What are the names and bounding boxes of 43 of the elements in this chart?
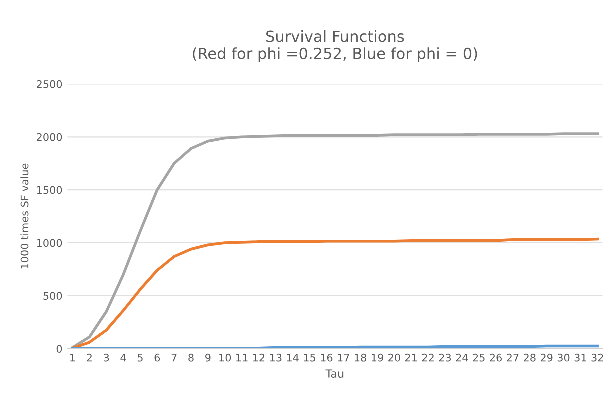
x-tick-label: 30 [558,354,570,362]
x-tick-label: 27 [507,354,519,362]
x-tick-label: 5 [138,354,143,362]
x-axis-title: Tau [326,370,344,378]
y-tick-label: 1500 [37,186,62,194]
x-tick-label: 19 [372,354,384,362]
x-tick-label: 14 [287,354,299,362]
x-tick-label: 7 [172,354,177,362]
x-tick-label: 24 [456,354,468,362]
chart-title: Survival Functions (Red for phi =0.252, Blue for phi = 0) [193,30,478,62]
x-tick-label: 4 [120,354,126,362]
line-series [71,238,600,349]
x-tick-label: 20 [388,354,400,362]
x-tick-label: 6 [154,354,160,362]
x-tick-label: 31 [574,354,586,362]
x-tick-label: 32 [592,354,604,362]
x-tick-label: 29 [540,354,553,362]
x-tick-label: 28 [524,354,536,362]
x-tick-label: 13 [270,354,282,362]
y-axis-title: 1000 times SF value [20,164,29,269]
x-tick-label: 15 [304,354,316,362]
x-tick-label: 21 [406,354,418,362]
x-tick-label: 2 [87,354,92,362]
x-tick-label: 17 [338,354,350,362]
x-tick-label: 11 [236,354,248,362]
x-tick-label: 9 [206,354,211,362]
x-tick-label: 18 [355,354,366,362]
x-tick-label: 12 [254,354,265,362]
x-tick-label: 16 [321,354,333,362]
x-tick-label: 3 [104,354,110,362]
y-tick-label: 0 [56,345,62,353]
y-tick-label: 2500 [37,80,62,88]
x-tick-label: 10 [220,354,232,362]
x-tick-label: 25 [473,354,485,362]
y-tick-label: 2000 [37,133,62,142]
y-tick-label: 500 [44,292,62,300]
x-tick-label: 8 [188,354,194,362]
x-tick-label: 1 [70,354,76,362]
line-series [71,132,600,349]
x-tick-label: 22 [422,354,434,362]
y-tick-label: 1000 [37,239,62,248]
x-tick-label: 23 [439,354,452,362]
x-tick-label: 26 [490,354,502,362]
